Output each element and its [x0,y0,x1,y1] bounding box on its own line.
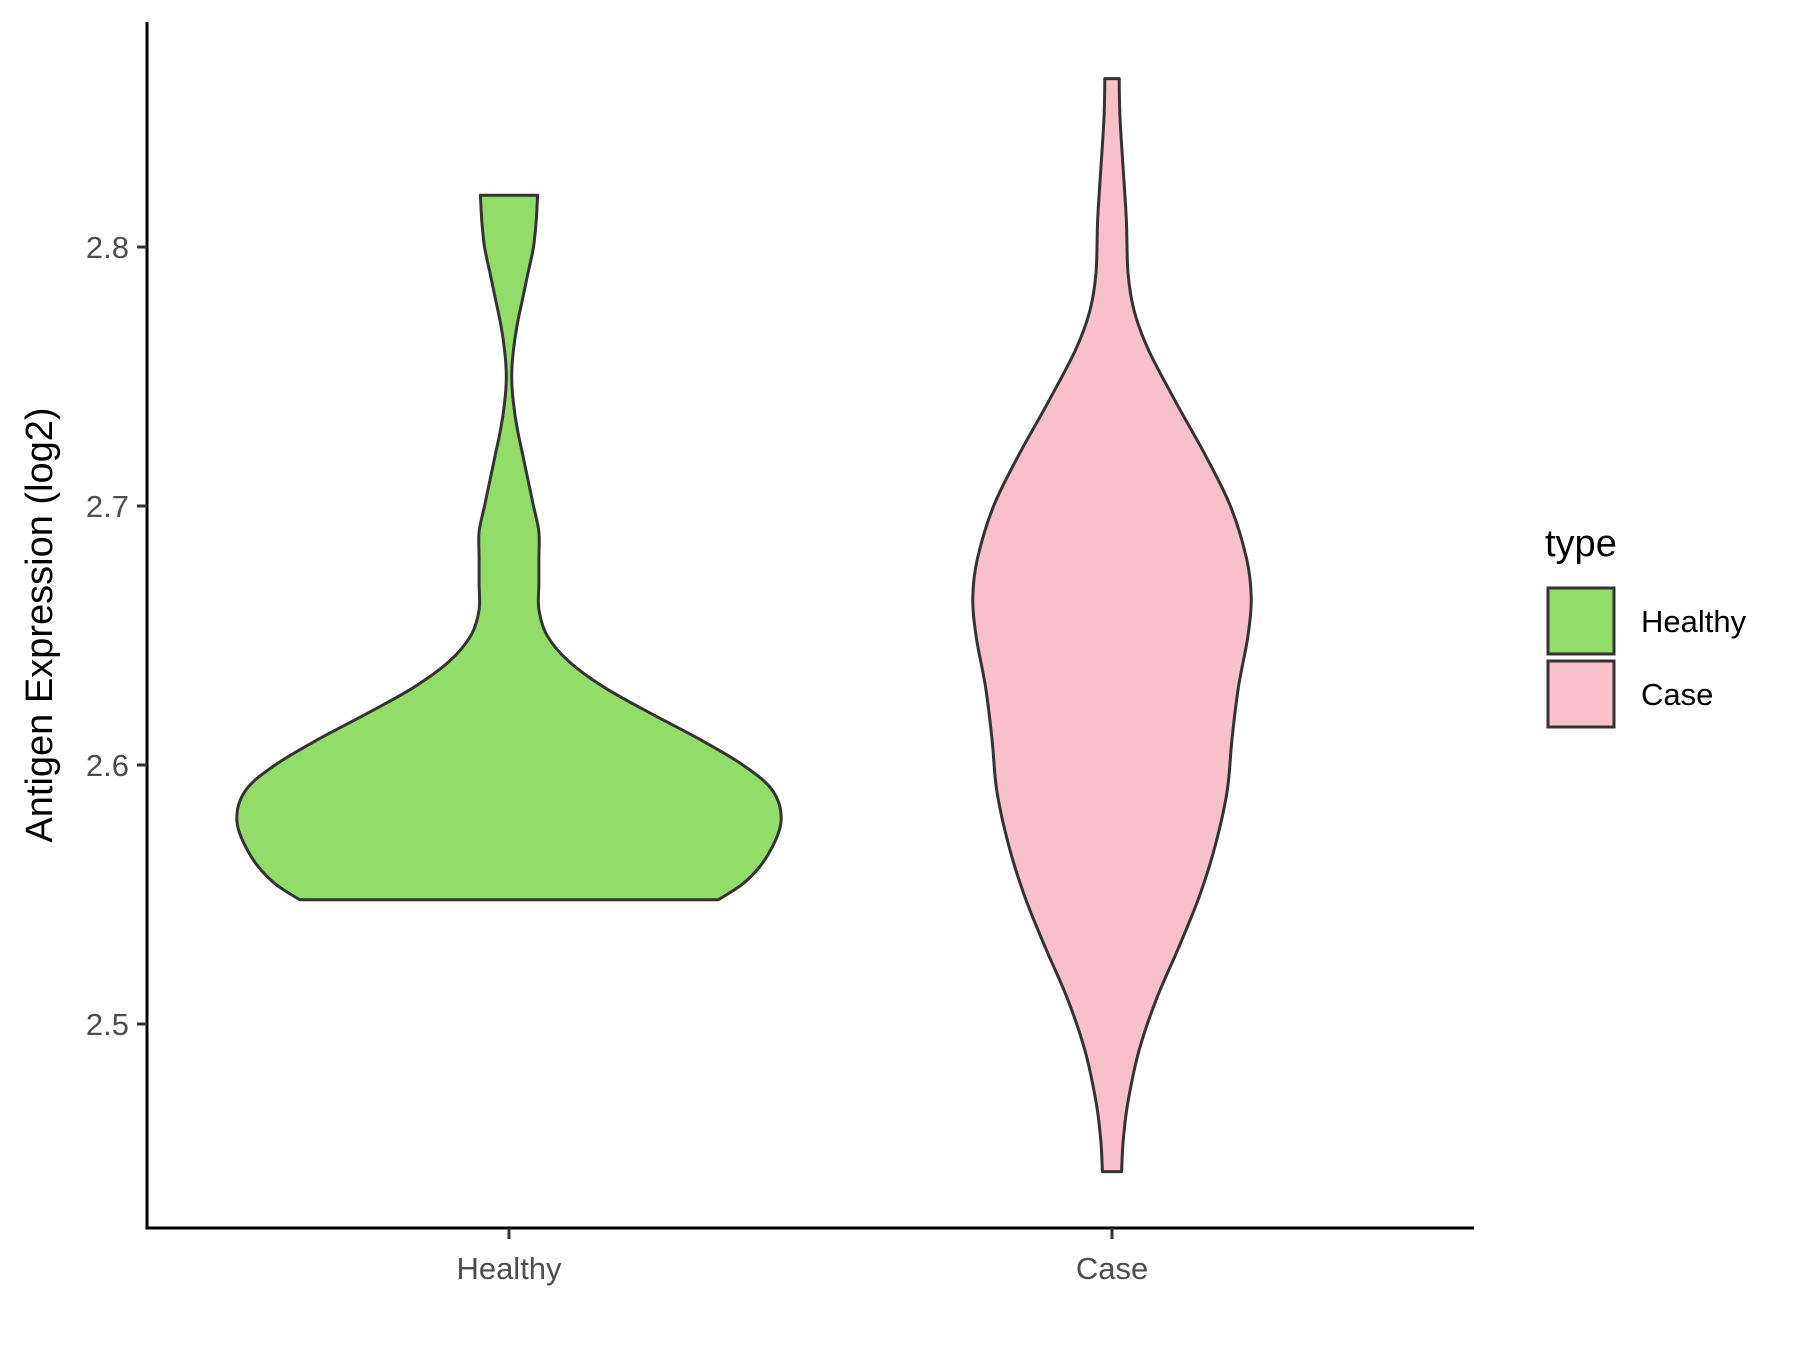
y-ticks: 2.5 2.6 2.7 2.8 [86,230,147,1042]
y-tick-label: 2.5 [86,1007,129,1042]
x-ticks: Healthy Case [456,1228,1148,1286]
y-axis-title: Antigen Expression (log2) [19,407,61,842]
x-tick-label-healthy: Healthy [456,1251,562,1286]
axes-layer [145,22,1474,1230]
y-tick-label: 2.7 [86,489,129,524]
violin-healthy [235,193,783,902]
violin-case [971,77,1253,1174]
y-tick-label: 2.8 [86,230,129,265]
y-tick-label: 2.6 [86,748,129,783]
violins-layer [235,77,1253,1174]
legend-key-healthy [1546,586,1616,656]
legend-label-case: Case [1641,677,1713,712]
x-tick-label-case: Case [1076,1251,1148,1286]
legend: type Healthy Case [1545,523,1747,729]
legend-label-healthy: Healthy [1641,604,1747,639]
legend-title: type [1545,523,1617,565]
legend-key-case [1546,659,1616,729]
